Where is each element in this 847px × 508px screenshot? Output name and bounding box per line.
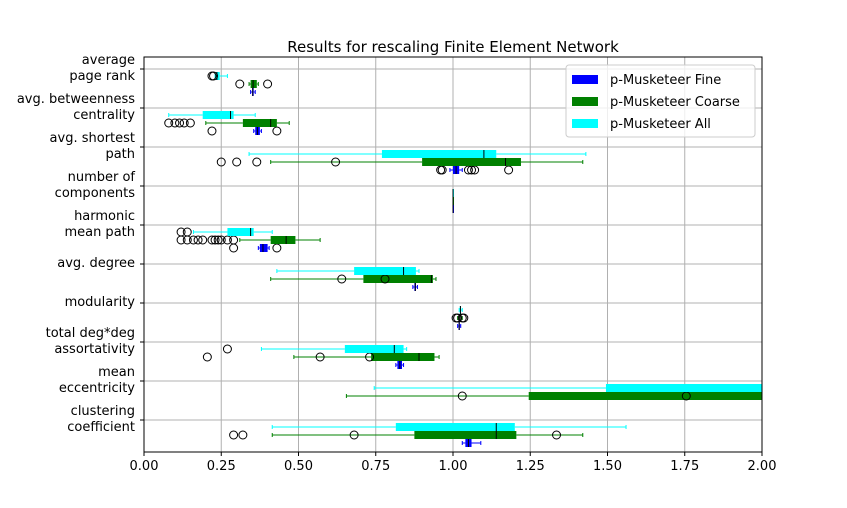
outlier: [202, 352, 212, 362]
legend-label: p-Musketeer Coarse: [610, 95, 740, 110]
outlier: [552, 430, 562, 440]
outlier: [229, 235, 239, 245]
legend-label: p-Musketeer All: [610, 117, 711, 132]
legend-swatch: [572, 75, 598, 84]
box: [371, 353, 435, 361]
y-tick-label: average page rank: [69, 53, 135, 84]
x-tick-label: 0.25: [207, 459, 236, 474]
box: [363, 275, 433, 283]
outlier: [210, 235, 220, 245]
outlier: [337, 274, 347, 284]
x-tick-label: 1.25: [516, 459, 545, 474]
y-tick-label: total deg*deg assortativity: [45, 326, 135, 357]
outlier: [263, 79, 273, 89]
y-tick-label: number of components: [54, 170, 135, 201]
outlier: [504, 165, 514, 175]
y-tick-label: modularity: [64, 295, 135, 310]
outlier: [235, 79, 245, 89]
outlier: [193, 235, 203, 245]
outlier: [164, 118, 174, 128]
outlier: [272, 126, 282, 136]
outlier: [457, 391, 467, 401]
outlier: [216, 235, 226, 245]
outlier: [170, 118, 180, 128]
outlier: [185, 118, 195, 128]
outlier: [216, 157, 226, 167]
x-tick-label: 0.00: [130, 459, 159, 474]
outlier: [331, 157, 341, 167]
outlier: [182, 227, 192, 237]
y-tick-label: clustering coefficient: [67, 404, 135, 435]
box: [242, 119, 277, 127]
box: [227, 228, 254, 236]
outlier: [453, 313, 463, 323]
outlier: [179, 118, 189, 128]
y-tick-label: avg. degree: [57, 256, 135, 271]
outlier: [229, 243, 239, 253]
y-tick-label: avg. shortest path: [49, 131, 135, 162]
y-tick-label: avg. betweenness centrality: [16, 92, 135, 123]
box: [422, 158, 521, 166]
x-tick-label: 2.00: [748, 459, 777, 474]
legend-swatch: [572, 97, 598, 106]
box: [414, 431, 517, 439]
box: [259, 244, 268, 252]
box: [528, 392, 762, 400]
outlier: [213, 235, 223, 245]
outlier: [315, 352, 325, 362]
outlier: [207, 235, 217, 245]
outlier: [222, 344, 232, 354]
outlier: [207, 126, 217, 136]
box: [344, 345, 404, 353]
legend-frame: [565, 64, 756, 138]
box: [270, 236, 296, 244]
outlier: [272, 243, 282, 253]
y-tick-label: harmonic mean path: [64, 209, 135, 240]
outlier: [238, 430, 248, 440]
box: [250, 80, 257, 88]
outlier: [232, 157, 242, 167]
outlier: [175, 118, 185, 128]
x-tick-label: 1.00: [439, 459, 468, 474]
outlier: [188, 235, 198, 245]
x-tick-label: 1.75: [670, 459, 699, 474]
box: [605, 384, 762, 392]
box: [354, 267, 416, 275]
box: [381, 150, 497, 158]
box: [395, 423, 515, 431]
x-tick-label: 0.75: [361, 459, 390, 474]
x-tick-label: 1.50: [593, 459, 622, 474]
legend-label: p-Musketeer Fine: [610, 73, 721, 88]
y-tick-label: mean eccentricity: [58, 365, 135, 396]
outlier: [459, 313, 469, 323]
outlier: [349, 430, 359, 440]
outlier: [252, 157, 262, 167]
legend-swatch: [572, 119, 598, 128]
outlier: [176, 227, 186, 237]
box: [202, 111, 234, 119]
chart-title: Results for rescaling Finite Element Net…: [287, 38, 619, 56]
outlier: [198, 235, 208, 245]
x-tick-label: 0.50: [284, 459, 313, 474]
outlier: [229, 430, 239, 440]
outlier: [209, 71, 219, 81]
